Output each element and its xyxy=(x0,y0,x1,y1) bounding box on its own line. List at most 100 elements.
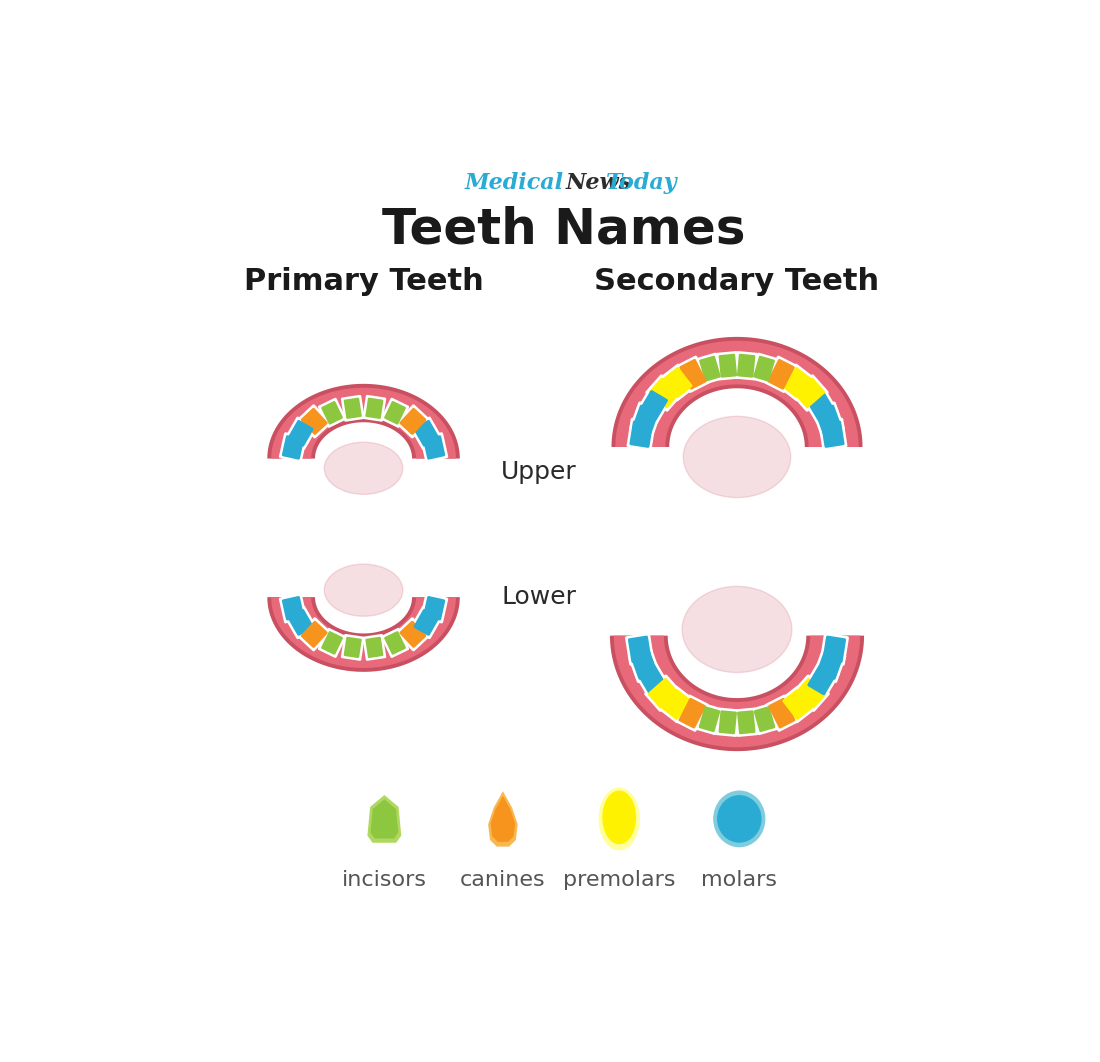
FancyBboxPatch shape xyxy=(750,353,778,384)
FancyBboxPatch shape xyxy=(718,354,737,378)
Text: Medical: Medical xyxy=(464,172,563,194)
FancyBboxPatch shape xyxy=(792,674,829,712)
FancyBboxPatch shape xyxy=(396,617,430,651)
FancyBboxPatch shape xyxy=(737,354,756,378)
FancyBboxPatch shape xyxy=(820,633,849,666)
FancyBboxPatch shape xyxy=(781,367,812,398)
Text: premolars: premolars xyxy=(563,871,675,891)
FancyBboxPatch shape xyxy=(804,662,839,699)
Polygon shape xyxy=(609,636,865,751)
Text: incisors: incisors xyxy=(342,871,427,891)
Polygon shape xyxy=(612,337,862,447)
FancyBboxPatch shape xyxy=(754,706,776,732)
FancyBboxPatch shape xyxy=(679,698,706,729)
FancyBboxPatch shape xyxy=(649,378,680,408)
FancyBboxPatch shape xyxy=(696,353,724,384)
Text: Today: Today xyxy=(606,172,678,194)
FancyBboxPatch shape xyxy=(639,390,668,421)
FancyBboxPatch shape xyxy=(631,650,658,680)
FancyBboxPatch shape xyxy=(700,356,720,381)
FancyBboxPatch shape xyxy=(716,707,739,737)
FancyBboxPatch shape xyxy=(778,363,815,401)
FancyBboxPatch shape xyxy=(363,395,386,422)
FancyBboxPatch shape xyxy=(288,419,313,447)
FancyBboxPatch shape xyxy=(818,417,847,450)
FancyBboxPatch shape xyxy=(396,405,430,439)
FancyBboxPatch shape xyxy=(779,685,816,723)
FancyBboxPatch shape xyxy=(300,620,328,648)
FancyBboxPatch shape xyxy=(384,631,406,654)
Ellipse shape xyxy=(324,564,403,616)
FancyBboxPatch shape xyxy=(646,374,683,412)
Polygon shape xyxy=(267,383,460,459)
FancyBboxPatch shape xyxy=(625,633,654,666)
FancyBboxPatch shape xyxy=(794,378,825,408)
FancyBboxPatch shape xyxy=(659,363,696,401)
FancyBboxPatch shape xyxy=(791,374,828,412)
Ellipse shape xyxy=(714,791,764,846)
FancyBboxPatch shape xyxy=(365,637,384,658)
FancyBboxPatch shape xyxy=(680,359,706,390)
FancyBboxPatch shape xyxy=(735,707,758,737)
Polygon shape xyxy=(614,636,860,748)
FancyBboxPatch shape xyxy=(648,678,679,708)
FancyBboxPatch shape xyxy=(695,703,724,735)
Ellipse shape xyxy=(717,795,761,842)
FancyBboxPatch shape xyxy=(629,421,653,448)
FancyBboxPatch shape xyxy=(424,596,446,620)
FancyBboxPatch shape xyxy=(341,395,364,422)
FancyBboxPatch shape xyxy=(632,405,659,434)
Text: News: News xyxy=(566,172,632,194)
Text: Primary Teeth: Primary Teeth xyxy=(244,267,483,296)
FancyBboxPatch shape xyxy=(420,432,448,463)
FancyBboxPatch shape xyxy=(321,631,343,654)
Ellipse shape xyxy=(324,442,403,495)
FancyBboxPatch shape xyxy=(782,689,813,720)
FancyBboxPatch shape xyxy=(661,689,692,720)
FancyBboxPatch shape xyxy=(414,609,439,636)
FancyBboxPatch shape xyxy=(803,387,838,424)
FancyBboxPatch shape xyxy=(638,665,667,696)
FancyBboxPatch shape xyxy=(384,401,406,425)
FancyBboxPatch shape xyxy=(297,617,331,651)
Ellipse shape xyxy=(600,788,639,850)
Polygon shape xyxy=(488,791,518,846)
FancyBboxPatch shape xyxy=(821,421,845,448)
FancyBboxPatch shape xyxy=(628,635,651,663)
Text: Teeth Names: Teeth Names xyxy=(382,205,746,253)
FancyBboxPatch shape xyxy=(628,647,661,683)
Text: Secondary Teeth: Secondary Teeth xyxy=(594,267,880,296)
Text: Lower: Lower xyxy=(502,585,576,610)
FancyBboxPatch shape xyxy=(341,634,364,661)
Text: molars: molars xyxy=(702,871,778,891)
FancyBboxPatch shape xyxy=(414,419,439,447)
FancyBboxPatch shape xyxy=(635,662,670,699)
FancyBboxPatch shape xyxy=(764,695,799,732)
Polygon shape xyxy=(615,341,859,447)
FancyBboxPatch shape xyxy=(318,397,346,428)
FancyBboxPatch shape xyxy=(675,695,710,732)
FancyBboxPatch shape xyxy=(768,698,795,729)
FancyBboxPatch shape xyxy=(718,710,737,734)
FancyBboxPatch shape xyxy=(399,620,427,648)
FancyBboxPatch shape xyxy=(795,678,826,708)
FancyBboxPatch shape xyxy=(300,408,328,435)
FancyBboxPatch shape xyxy=(318,628,346,658)
FancyBboxPatch shape xyxy=(813,647,846,683)
Text: Upper: Upper xyxy=(502,461,578,484)
Polygon shape xyxy=(267,597,460,672)
FancyBboxPatch shape xyxy=(282,596,304,620)
FancyBboxPatch shape xyxy=(279,593,307,623)
Ellipse shape xyxy=(683,416,791,498)
FancyBboxPatch shape xyxy=(754,356,774,381)
FancyBboxPatch shape xyxy=(716,352,740,380)
Polygon shape xyxy=(367,795,402,843)
FancyBboxPatch shape xyxy=(812,401,845,438)
FancyBboxPatch shape xyxy=(750,703,779,735)
FancyBboxPatch shape xyxy=(816,650,843,680)
FancyBboxPatch shape xyxy=(410,416,442,450)
FancyBboxPatch shape xyxy=(807,665,836,696)
FancyBboxPatch shape xyxy=(675,356,710,393)
FancyBboxPatch shape xyxy=(806,390,835,421)
FancyBboxPatch shape xyxy=(734,352,758,380)
